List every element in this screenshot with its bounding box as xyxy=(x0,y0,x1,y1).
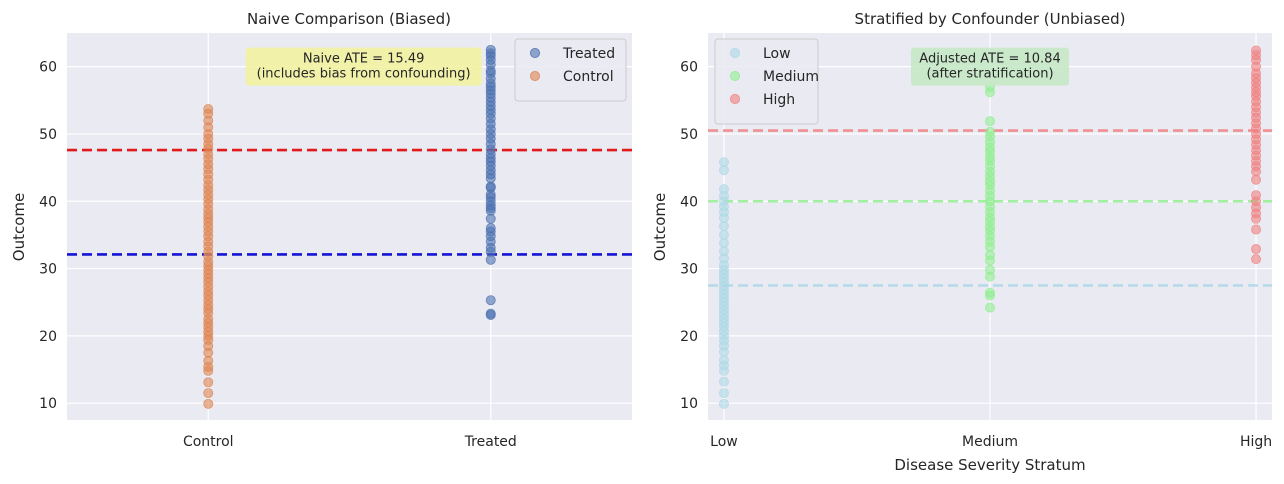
x-axis-label-stratified: Disease Severity Stratum xyxy=(894,456,1085,474)
data-point xyxy=(485,308,496,319)
y-tick-label: 50 xyxy=(39,127,57,143)
legend-marker xyxy=(529,70,541,82)
x-tick-label: Low xyxy=(710,434,738,450)
annotation-text: Adjusted ATE = 10.84 xyxy=(919,52,1060,67)
legend-label: Low xyxy=(763,46,791,62)
y-tick-label: 30 xyxy=(39,262,57,278)
legend-label: High xyxy=(763,92,795,108)
data-point xyxy=(985,116,996,127)
annotation-box xyxy=(911,47,1069,86)
data-point xyxy=(203,398,214,409)
data-point xyxy=(718,184,729,195)
data-point xyxy=(485,223,496,234)
data-point xyxy=(1251,45,1262,56)
data-point xyxy=(718,376,729,387)
legend-box xyxy=(714,38,819,125)
data-point xyxy=(718,229,729,240)
data-point xyxy=(985,126,996,137)
plot-area-0: 10 20 30 40 50 60 Control Treated Naive ATE = 15… xyxy=(39,33,632,450)
data-point xyxy=(985,302,996,313)
y-tick-label: 20 xyxy=(680,329,698,345)
data-point xyxy=(718,388,729,399)
legend-marker xyxy=(729,47,741,59)
legend-label: Medium xyxy=(763,69,819,85)
y-tick-label: 20 xyxy=(39,329,57,345)
y-tick-label: 60 xyxy=(680,60,698,76)
legend-marker xyxy=(529,47,541,59)
data-point xyxy=(1251,254,1262,265)
data-point xyxy=(485,295,496,306)
x-tick-label: Treated xyxy=(464,434,517,450)
data-point xyxy=(718,398,729,409)
data-point xyxy=(1251,190,1262,201)
data-point xyxy=(985,264,996,275)
data-point xyxy=(1251,244,1262,255)
data-point xyxy=(203,388,214,399)
x-tick-label: Control xyxy=(183,434,234,450)
y-axis-label-stratified: Outcome xyxy=(651,193,669,261)
y-axis-label-naive: Outcome xyxy=(10,193,28,261)
y-tick-label: 30 xyxy=(680,262,698,278)
plot-area-1: 10 20 30 40 50 60 Low Medium High Adjusted ATE = … xyxy=(680,33,1272,450)
y-tick-label: 40 xyxy=(680,194,698,210)
legend-marker xyxy=(729,70,741,82)
data-point xyxy=(985,287,996,298)
y-tick-label: 10 xyxy=(680,396,698,412)
chart-title-stratified: Stratified by Confounder (Unbiased) xyxy=(855,10,1126,28)
chart-title-naive: Naive Comparison (Biased) xyxy=(247,10,451,28)
data-point xyxy=(203,104,214,115)
annotation-box xyxy=(245,47,482,86)
legend-box xyxy=(514,38,627,102)
legend-label: Control xyxy=(563,69,614,85)
annotation-text: Naive ATE = 15.49 xyxy=(303,52,425,67)
annotation-text: (includes bias from confounding) xyxy=(257,67,471,82)
data-point xyxy=(485,44,496,55)
x-tick-label: High xyxy=(1240,434,1272,450)
x-tick-label: Medium xyxy=(962,434,1018,450)
legend-marker xyxy=(729,93,741,105)
annotation-text: (after stratification) xyxy=(926,67,1053,82)
data-point xyxy=(203,377,214,388)
y-tick-label: 60 xyxy=(39,60,57,76)
data-point xyxy=(718,157,729,168)
data-point xyxy=(1251,224,1262,235)
legend-label: Treated xyxy=(562,46,615,62)
y-tick-label: 10 xyxy=(39,396,57,412)
y-tick-label: 50 xyxy=(680,127,698,143)
y-tick-label: 40 xyxy=(39,194,57,210)
